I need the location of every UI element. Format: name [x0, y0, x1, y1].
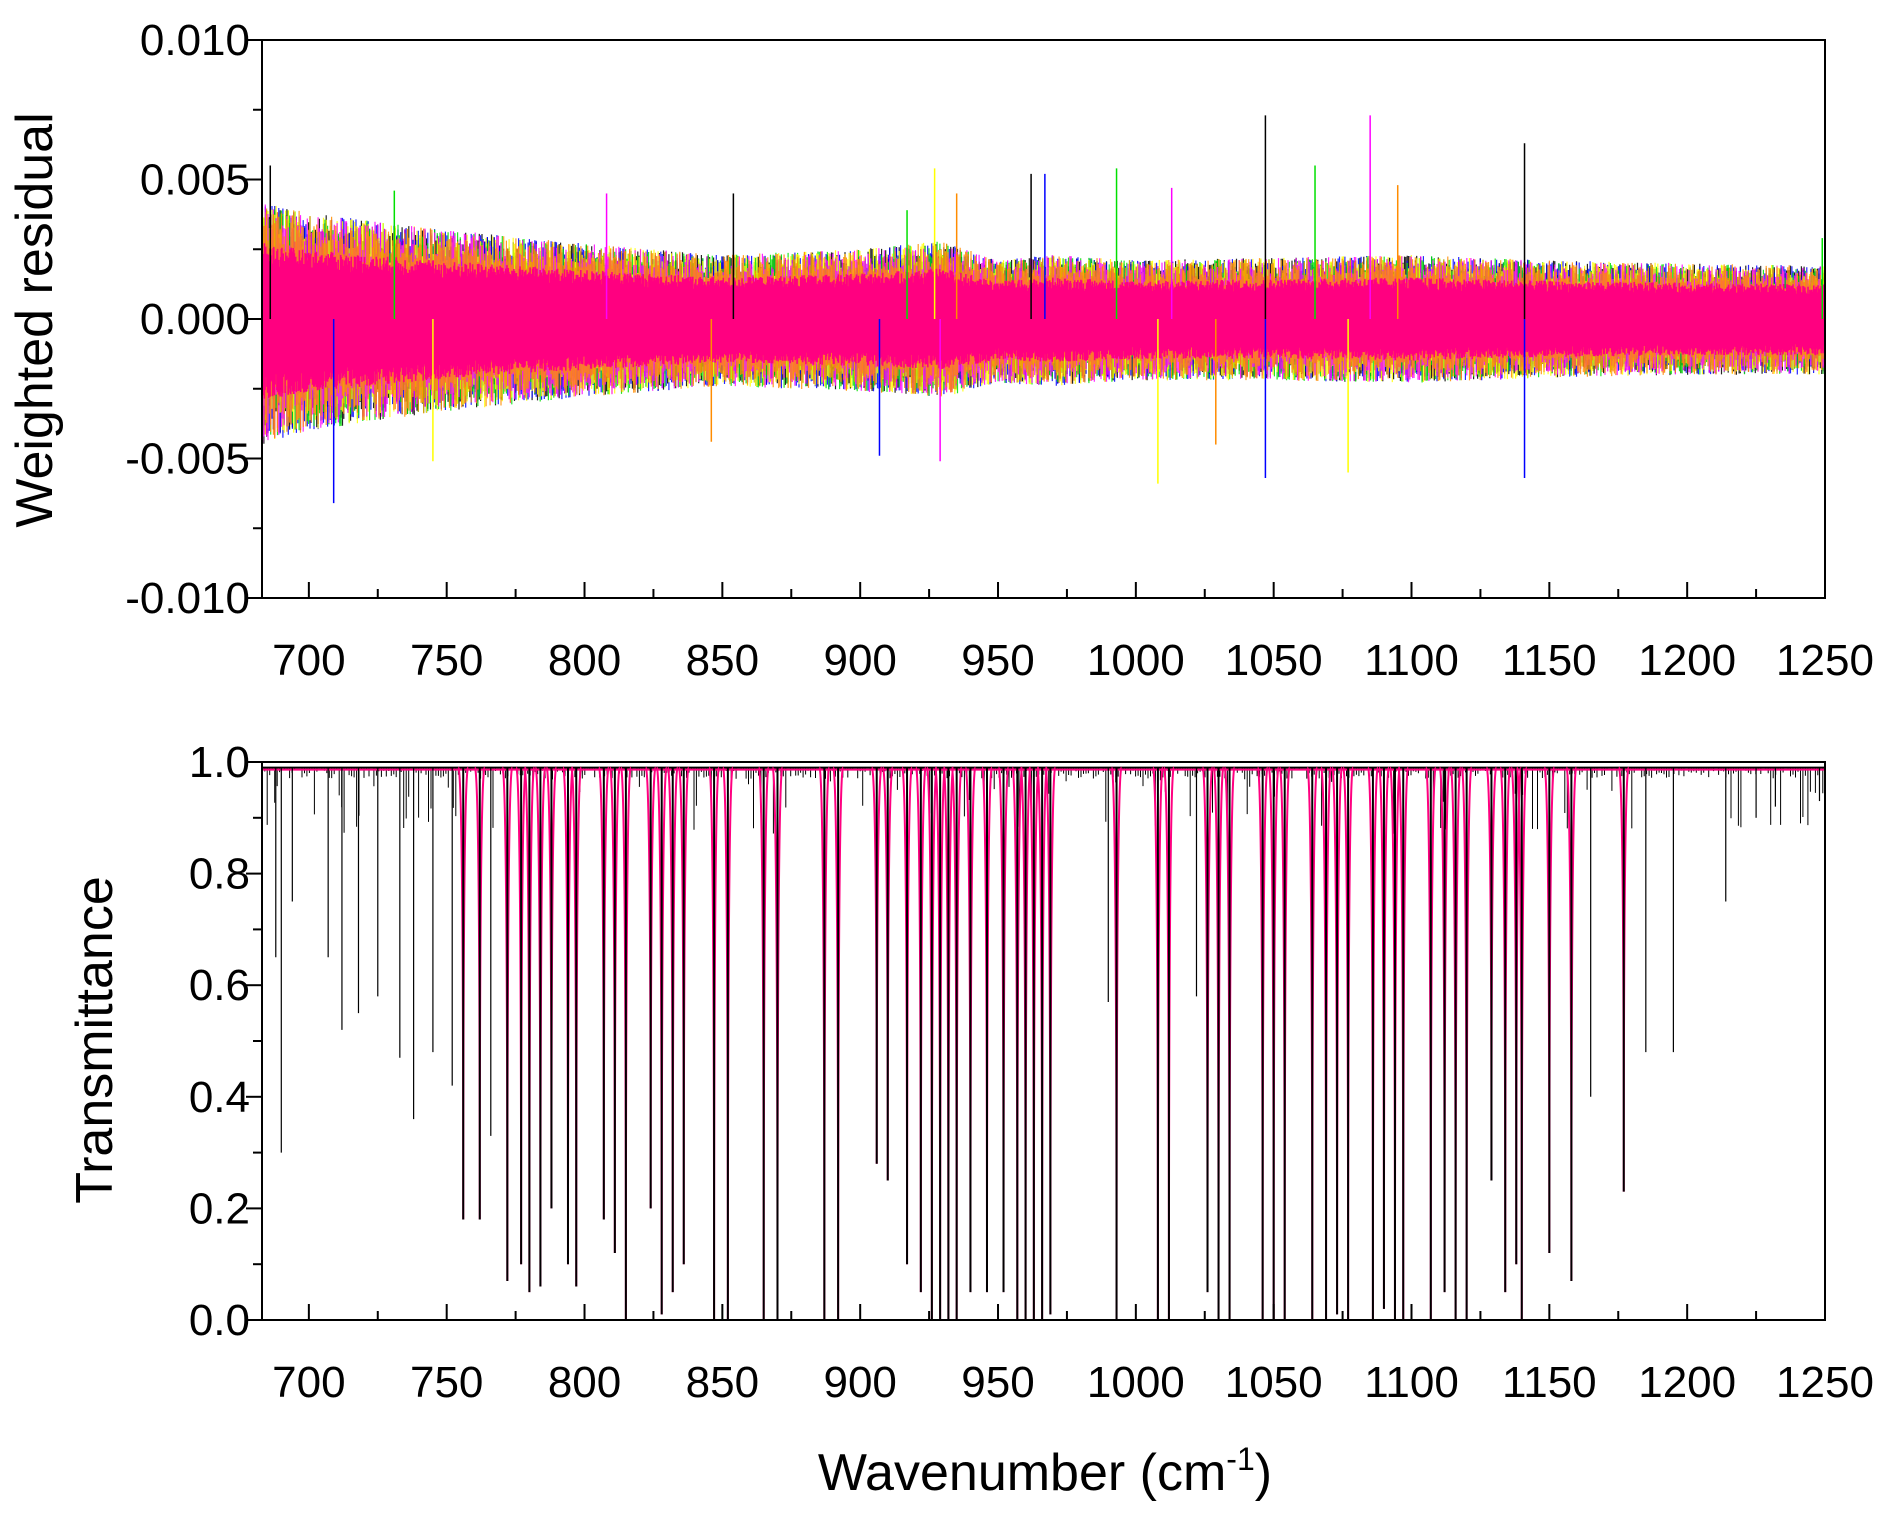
- transmittance-x-axis-ticks: 700 750 800 850 900 950 1000 1050 1100 1150 1200 12…: [272, 1304, 1874, 1407]
- x-tick-label: 1150: [1502, 636, 1597, 685]
- x-tick-label: 700: [272, 1358, 345, 1407]
- y-tick-label: -0.010: [125, 574, 250, 623]
- residual-panel: 700 750 800 850 900 950 1000 1050 1100 1150 1200 12…: [6, 16, 1874, 685]
- y-tick-label: 0.2: [189, 1184, 250, 1233]
- x-tick-label: 750: [410, 636, 483, 685]
- x-tick-label: 800: [548, 636, 621, 685]
- x-tick-label: 1050: [1225, 1358, 1323, 1407]
- x-tick-label: 1250: [1776, 636, 1874, 685]
- y-tick-label: 0.010: [140, 16, 250, 65]
- x-tick-label: 900: [823, 636, 896, 685]
- x-tick-label: 1100: [1364, 1358, 1459, 1407]
- y-tick-label: 0.005: [140, 156, 250, 205]
- x-tick-label: 1150: [1502, 1358, 1597, 1407]
- x-tick-label: 950: [961, 1358, 1034, 1407]
- transmittance-y-axis-title: Transmittance: [66, 876, 124, 1204]
- y-tick-label: 1.0: [189, 738, 250, 787]
- x-tick-label: 700: [272, 636, 345, 685]
- wavenumber-x-axis-title: Wavenumber (cm-1): [818, 1441, 1272, 1502]
- x-tick-label: 1200: [1638, 1358, 1736, 1407]
- y-tick-label: 0.000: [140, 295, 250, 344]
- x-tick-label: 1000: [1087, 636, 1185, 685]
- x-tick-label: 1250: [1776, 1358, 1874, 1407]
- x-tick-label: 1200: [1638, 636, 1736, 685]
- transmittance-panel: 700 750 800 850 900 950 1000 1050 1100 1150 1200 12…: [66, 738, 1874, 1502]
- x-tick-label: 900: [823, 1358, 896, 1407]
- y-tick-label: 0.4: [189, 1073, 250, 1122]
- x-tick-label: 850: [686, 636, 759, 685]
- y-tick-label: -0.005: [125, 435, 250, 484]
- transmittance-traces: [262, 766, 1825, 1321]
- y-tick-label: 0.0: [189, 1296, 250, 1345]
- x-tick-label: 750: [410, 1358, 483, 1407]
- residual-traces: [261, 115, 1826, 504]
- y-tick-label: 0.6: [189, 961, 250, 1010]
- residual-y-axis-title: Weighted residual: [6, 112, 64, 527]
- x-tick-label: 950: [961, 636, 1034, 685]
- x-tick-label: 800: [548, 1358, 621, 1407]
- residual-y-axis-ticks: -0.010 -0.005 0.000 0.005 0.010: [125, 16, 262, 623]
- y-tick-label: 0.8: [189, 850, 250, 899]
- transmittance-y-axis-ticks: 0.0 0.2 0.4 0.6 0.8 1.0: [189, 738, 262, 1345]
- x-tick-label: 1000: [1087, 1358, 1185, 1407]
- residual-x-axis-ticks: 700 750 800 850 900 950 1000 1050 1100 1150 1200 12…: [272, 582, 1874, 685]
- x-tick-label: 1050: [1225, 636, 1323, 685]
- x-tick-label: 1100: [1364, 636, 1459, 685]
- x-tick-label: 850: [686, 1358, 759, 1407]
